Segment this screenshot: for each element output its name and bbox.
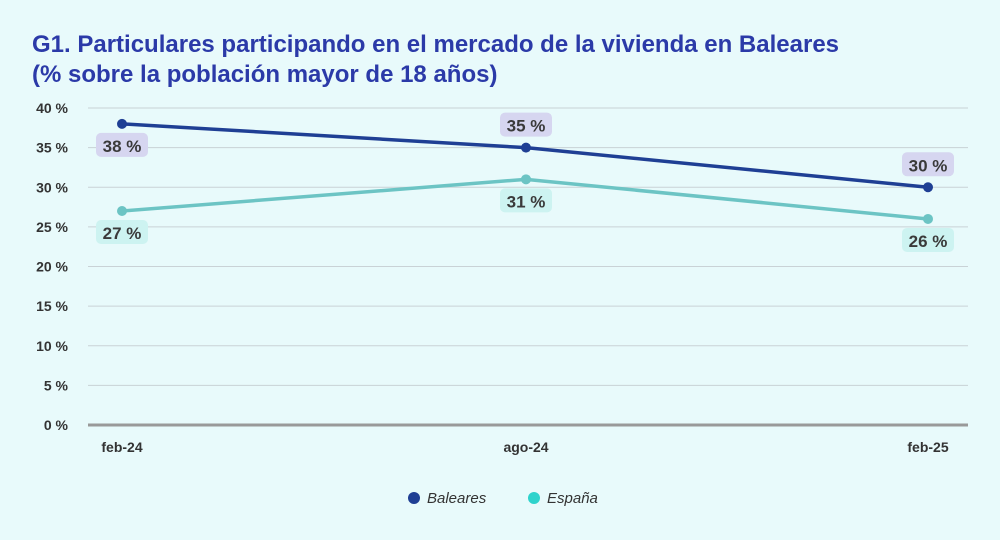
y-axis: 0 % 5 % 10 % 15 % 20 % 25 % 30 % 35 % 40 % (36, 100, 68, 433)
y-tick-label: 20 % (36, 259, 68, 275)
data-label: 35 % (500, 112, 552, 137)
legend-marker (408, 492, 420, 504)
legend-item: España (528, 490, 598, 507)
data-point (117, 118, 127, 129)
data-point (521, 142, 531, 153)
data-label-text: 38 % (103, 137, 142, 156)
data-label-background (96, 220, 148, 245)
x-axis: feb-24 ago-24 feb-25 (101, 439, 948, 455)
data-point (923, 213, 933, 224)
y-tick-label: 5 % (44, 377, 69, 393)
y-tick-label: 30 % (36, 179, 68, 195)
y-tick-label: 15 % (36, 298, 68, 314)
chart-subtitle: (% sobre la población mayor de 18 años) (32, 61, 497, 88)
y-tick-label: 40 % (36, 100, 68, 116)
data-point (923, 182, 933, 193)
y-tick-label: 0 % (44, 417, 69, 433)
data-point (521, 174, 531, 185)
data-label-text: 31 % (507, 192, 546, 211)
data-label: 30 % (902, 152, 954, 177)
y-tick-label: 35 % (36, 140, 68, 156)
data-label-background (96, 132, 148, 157)
legend-item: Baleares (408, 490, 487, 507)
x-tick-label: feb-24 (101, 439, 142, 455)
legend: Baleares España (408, 490, 598, 507)
series-group (117, 118, 933, 224)
data-label-text: 35 % (507, 117, 546, 136)
legend-label: España (547, 490, 598, 507)
data-label-background (500, 112, 552, 137)
data-label-background (902, 227, 954, 252)
data-label: 31 % (500, 188, 552, 213)
y-tick-label: 25 % (36, 219, 68, 235)
data-label-text: 30 % (909, 156, 948, 175)
x-tick-label: feb-25 (907, 439, 948, 455)
data-label-background (500, 188, 552, 213)
y-tick-label: 10 % (36, 338, 68, 354)
data-label: 27 % (96, 220, 148, 245)
legend-label: Baleares (427, 490, 487, 507)
data-point (117, 206, 127, 217)
data-label: 26 % (902, 227, 954, 252)
x-tick-label: ago-24 (503, 439, 548, 455)
data-label-background (902, 152, 954, 177)
data-label: 38 % (96, 132, 148, 157)
gridlines (88, 107, 968, 427)
data-labels: 38 % 35 % 30 % 27 % 31 % 26 % (96, 112, 954, 252)
chart-title: G1. Particulares participando en el merc… (32, 31, 839, 58)
legend-marker (528, 492, 540, 504)
data-label-text: 27 % (103, 224, 142, 243)
data-label-text: 26 % (909, 232, 948, 251)
